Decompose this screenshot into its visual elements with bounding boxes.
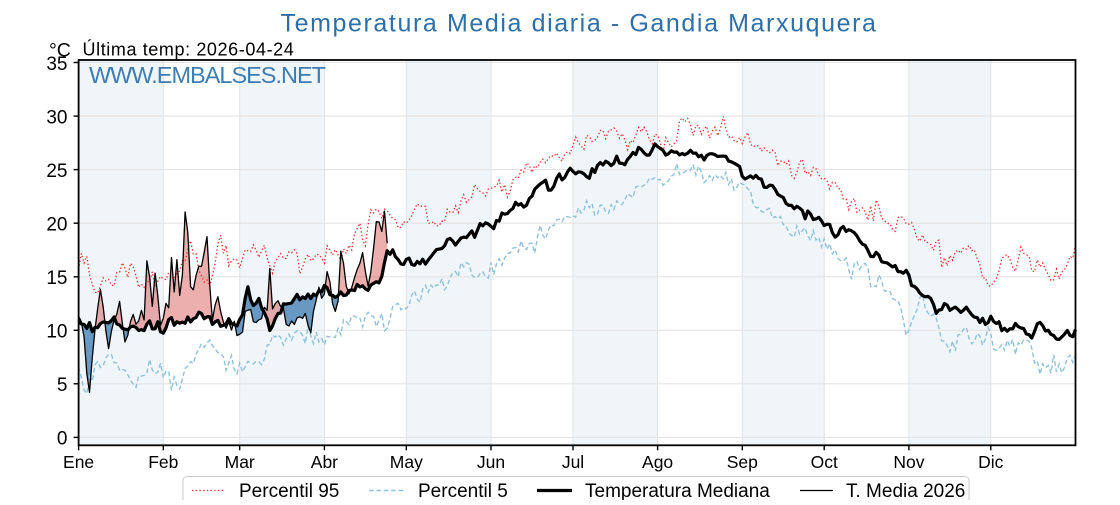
svg-text:5: 5 bbox=[57, 375, 68, 396]
svg-text:Percentil 95: Percentil 95 bbox=[239, 481, 339, 500]
svg-text:Jun: Jun bbox=[477, 452, 505, 472]
svg-text:25: 25 bbox=[46, 161, 67, 182]
svg-text:30: 30 bbox=[46, 107, 67, 128]
svg-text:May: May bbox=[390, 452, 423, 472]
svg-text:10: 10 bbox=[46, 322, 67, 343]
svg-text:Abr: Abr bbox=[311, 452, 338, 472]
svg-text:Mar: Mar bbox=[225, 452, 255, 472]
svg-text:Temperatura Mediana: Temperatura Mediana bbox=[585, 481, 770, 500]
svg-text:°C: °C bbox=[49, 40, 71, 62]
svg-text:35: 35 bbox=[46, 54, 67, 75]
svg-text:Sep: Sep bbox=[727, 452, 758, 472]
svg-text:Última temp: 2026-04-24: Última temp: 2026-04-24 bbox=[83, 39, 295, 60]
svg-text:Ago: Ago bbox=[642, 452, 673, 472]
svg-text:Jul: Jul bbox=[562, 452, 584, 472]
svg-text:20: 20 bbox=[46, 215, 67, 236]
svg-text:Percentil 5: Percentil 5 bbox=[418, 481, 508, 500]
svg-text:T. Media 2026: T. Media 2026 bbox=[846, 481, 965, 500]
svg-text:Nov: Nov bbox=[893, 452, 924, 472]
svg-text:Oct: Oct bbox=[811, 452, 838, 472]
svg-text:WWW.EMBALSES.NET: WWW.EMBALSES.NET bbox=[89, 62, 326, 88]
svg-text:15: 15 bbox=[46, 268, 67, 289]
svg-text:Ene: Ene bbox=[63, 452, 94, 472]
svg-text:0: 0 bbox=[57, 429, 68, 450]
svg-text:Temperatura Media diaria - Gan: Temperatura Media diaria - Gandia Marxuq… bbox=[280, 10, 877, 38]
svg-text:Dic: Dic bbox=[978, 452, 1004, 472]
svg-text:Feb: Feb bbox=[148, 452, 178, 472]
